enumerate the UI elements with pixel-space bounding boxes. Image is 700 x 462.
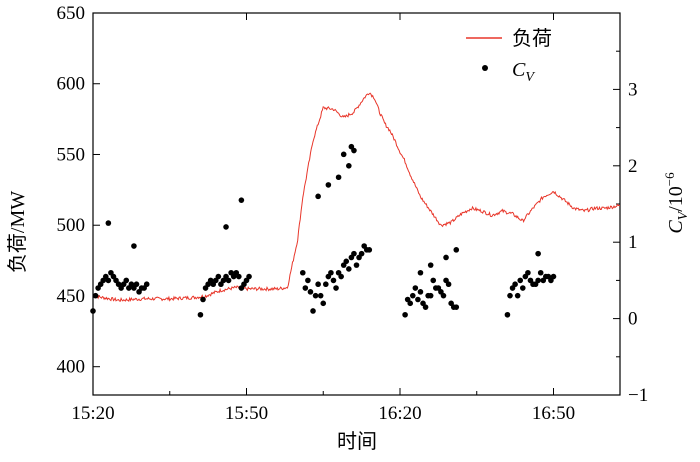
cv-point (315, 193, 321, 200)
cv-point (407, 300, 414, 307)
cv-point (525, 269, 531, 276)
cv-point (305, 277, 311, 284)
cv-point (200, 296, 206, 303)
right-y-tick-label: 2 (628, 156, 638, 177)
cv-point (335, 174, 342, 181)
cv-point (517, 277, 524, 284)
cv-point (519, 285, 526, 291)
cv-point (310, 308, 316, 314)
cv-point (427, 292, 434, 299)
cv-point (133, 281, 140, 288)
cv-point (328, 269, 334, 276)
cv-point (550, 273, 557, 280)
cv-point (320, 300, 327, 307)
cv-point (453, 247, 460, 253)
x-tick-label: 16:50 (532, 403, 575, 424)
cv-point (512, 281, 518, 288)
cv-point (333, 285, 339, 291)
cv-point (123, 277, 130, 284)
left-y-tick-label: 650 (57, 3, 86, 24)
cv-point (504, 311, 511, 318)
cv-point (430, 277, 437, 284)
cv-point (535, 277, 541, 284)
right-y-tick-label: 0 (628, 309, 638, 330)
cv-point (535, 250, 541, 257)
cv-point (417, 269, 424, 276)
left-y-tick-label: 450 (57, 286, 86, 307)
cv-point (366, 247, 373, 253)
legend-load-label: 负荷 (512, 27, 552, 50)
cv-series (90, 143, 557, 318)
right-y-tick-label: 1 (628, 232, 638, 253)
legend-cv-dot (482, 65, 488, 71)
cv-point (351, 250, 357, 257)
legend-cv-label: CV (512, 59, 535, 85)
cv-point (325, 182, 332, 188)
right-y-axis-title: CV/10−6 (662, 172, 691, 234)
load-line (92, 92, 621, 303)
cv-point (415, 296, 421, 303)
cv-point (90, 308, 96, 314)
x-axis-title: 时间 (337, 430, 377, 453)
cv-point (92, 292, 99, 299)
cv-point (323, 281, 329, 288)
cv-point (105, 277, 112, 284)
plot-border (92, 12, 621, 396)
cv-point (307, 289, 314, 295)
cv-point (346, 163, 352, 169)
x-tick-label: 15:50 (225, 403, 268, 424)
cv-point (143, 281, 150, 288)
cv-point (312, 292, 319, 299)
cv-point (315, 281, 321, 288)
right-y-tick-label: −1 (628, 385, 648, 406)
cv-point (443, 254, 449, 261)
right-y-tick-label: 3 (628, 79, 638, 100)
axis-ticks (92, 12, 620, 396)
cv-point (412, 285, 419, 291)
cv-point (514, 292, 521, 299)
cv-point (417, 289, 424, 295)
cv-point (507, 292, 513, 299)
plot-frame (92, 12, 621, 396)
cv-point (236, 273, 242, 280)
legend: 负荷 CV (466, 27, 552, 85)
cv-point (238, 197, 245, 203)
cv-point (225, 277, 232, 284)
x-tick-label: 16:20 (378, 403, 421, 424)
load-series (92, 92, 621, 303)
cv-point (453, 304, 460, 310)
cv-point (422, 304, 429, 310)
cv-point (246, 273, 252, 280)
cv-point (427, 262, 434, 268)
cv-point (343, 258, 350, 265)
cv-point (299, 269, 306, 276)
left-y-tick-label: 500 (57, 215, 86, 236)
cv-point (105, 220, 112, 226)
cv-point (440, 292, 447, 299)
left-y-axis-title: 负荷/MW (6, 191, 29, 273)
cv-point (302, 285, 309, 291)
cv-point (330, 277, 337, 284)
cv-point (409, 292, 416, 299)
cv-point (317, 292, 324, 299)
cv-point (338, 273, 344, 280)
cv-point (445, 281, 452, 288)
tick-labels: 400 450 500 550 600 650 −1 0 1 2 3 15:20 15:50 16:20 1… (57, 3, 649, 424)
cv-point (358, 250, 365, 257)
cv-point (537, 269, 544, 276)
cv-point (351, 147, 357, 154)
cv-point (215, 273, 222, 280)
left-y-tick-label: 600 (57, 74, 86, 95)
cv-point (402, 311, 408, 318)
left-y-tick-label: 400 (57, 357, 86, 378)
cv-point (346, 266, 352, 272)
left-y-tick-label: 550 (57, 144, 86, 165)
cv-point (340, 151, 347, 158)
cv-point (131, 243, 137, 249)
cv-point (197, 311, 204, 318)
x-tick-label: 15:20 (71, 403, 114, 424)
cv-point (223, 224, 229, 230)
cv-point (353, 262, 360, 268)
